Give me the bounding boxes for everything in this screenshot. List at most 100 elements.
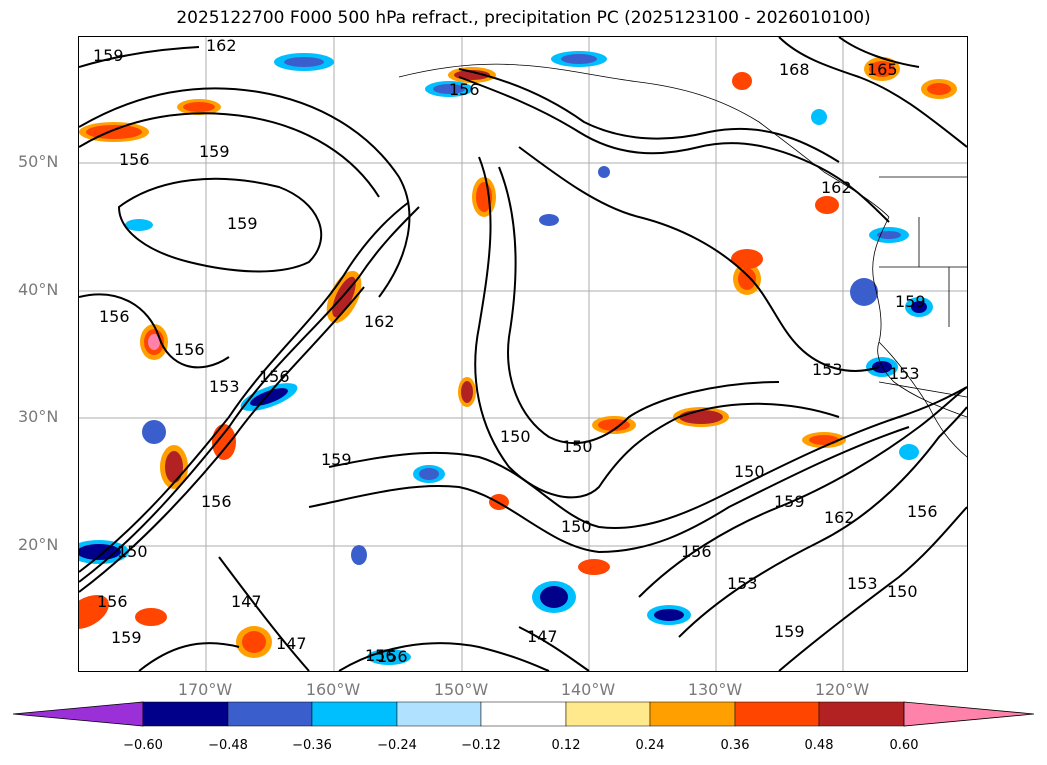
contour-label: 153 — [847, 574, 878, 593]
lat-label-40n: 40°N — [18, 280, 59, 299]
colorbar-tick-label: −0.24 — [377, 738, 417, 753]
precip-blob — [679, 410, 723, 424]
precip-blob — [242, 631, 266, 653]
contour-label: 156 — [681, 542, 712, 561]
precip-blob — [598, 166, 610, 178]
colorbar — [12, 701, 1035, 727]
coastline-alaska — [398, 63, 890, 218]
colorbar-tick-label: 0.48 — [804, 738, 834, 753]
precip-blob — [869, 61, 895, 77]
contour-line — [458, 68, 840, 163]
lon-label-140w: 140°W — [560, 680, 616, 699]
contour-label: 156 — [259, 367, 290, 386]
contour-label: 150 — [500, 427, 531, 446]
lat-label-30n: 30°N — [18, 407, 59, 426]
contour-label: 156 — [174, 340, 205, 359]
contour-label: 147 — [527, 627, 558, 646]
lon-label-120w: 120°W — [814, 680, 870, 699]
precip-blob — [731, 249, 763, 269]
colorbar-tick-label: −0.12 — [461, 738, 501, 753]
border-state — [918, 217, 950, 327]
contour-line — [458, 76, 890, 223]
contour-line — [79, 87, 411, 298]
map-plot-area[interactable]: 159 162 156 159 156 159 156 156 153 162 … — [78, 36, 968, 672]
contour-line — [138, 642, 240, 671]
precip-blob — [738, 268, 756, 290]
coastline-baja — [878, 341, 967, 458]
colorbar-tick-label: 0.36 — [720, 738, 750, 753]
precip-blob — [351, 545, 367, 565]
precip-blob — [419, 468, 439, 480]
precip-blob — [461, 381, 473, 403]
contour-label: 168 — [779, 60, 810, 79]
precip-blob — [165, 451, 183, 483]
lat-label-50n: 50°N — [18, 152, 59, 171]
contour-label: 150 — [117, 542, 148, 561]
contour-label: 159 — [321, 450, 352, 469]
precip-blob — [142, 420, 166, 444]
colorbar-segment — [227, 701, 313, 727]
contour-label: 156 — [119, 150, 150, 169]
map-canvas: 159 162 156 159 156 159 156 156 153 162 … — [79, 37, 967, 671]
contour-line — [638, 386, 967, 598]
contour-line — [474, 156, 840, 499]
precip-blob — [183, 102, 215, 112]
precip-blob — [284, 57, 324, 67]
contour-label: 162 — [824, 508, 855, 527]
contour-line — [79, 293, 230, 369]
colorbar-segment — [142, 701, 229, 727]
contour-label: 150 — [561, 517, 592, 536]
precip-blob — [125, 219, 153, 231]
contour-label: 150 — [562, 437, 593, 456]
plot-title: 2025122700 F000 500 hPa refract., precip… — [176, 8, 871, 28]
precip-blob — [540, 586, 568, 608]
precip-blob — [809, 435, 839, 445]
contour-line — [328, 386, 967, 529]
colorbar-tick-label: −0.48 — [208, 738, 248, 753]
contour-label: 156 — [99, 307, 130, 326]
colorbar-tick-label: −0.36 — [292, 738, 332, 753]
contour-line — [79, 201, 410, 573]
colorbar-segment — [396, 701, 482, 727]
contour-label: 156 — [365, 646, 396, 665]
precip-blob — [899, 444, 919, 460]
contour-label: 147 — [276, 634, 307, 653]
contour-label: 153 — [209, 377, 240, 396]
colorbar-segment — [565, 701, 651, 727]
contour-line — [518, 626, 590, 671]
precip-blob — [539, 214, 559, 226]
lon-label-150w: 150°W — [433, 680, 489, 699]
contour-label: 156 — [907, 502, 938, 521]
precip-blob — [654, 609, 684, 621]
contour-label: 150 — [734, 462, 765, 481]
contour-line — [308, 426, 910, 554]
contour-label: 150 — [887, 582, 918, 601]
contour-line — [778, 506, 967, 671]
contour-labels: 159 162 156 159 156 159 156 156 153 162 … — [93, 37, 938, 666]
contour-line — [498, 166, 780, 445]
contour-label: 153 — [727, 574, 758, 593]
contour-label: 153 — [812, 360, 843, 379]
lon-label-160w: 160°W — [305, 680, 361, 699]
precip-blob — [135, 608, 167, 626]
contour-label: 159 — [774, 492, 805, 511]
contour-label: 159 — [774, 622, 805, 641]
contour-line — [79, 112, 380, 198]
contour-line — [79, 286, 365, 593]
contour-label: 159 — [111, 628, 142, 647]
precip-blob — [578, 559, 610, 575]
graticule — [79, 37, 967, 671]
contour-line — [117, 177, 323, 273]
precip-blob — [850, 278, 878, 306]
precip-blob — [815, 196, 839, 214]
colorbar-segment — [734, 701, 820, 727]
precip-blob — [732, 72, 752, 90]
colorbar-tick-label: 0.12 — [551, 738, 581, 753]
contour-line — [678, 406, 967, 638]
precip-blob — [86, 125, 142, 139]
precip-blob — [212, 424, 236, 460]
colorbar-extend-high — [903, 701, 1035, 727]
contour-line — [79, 206, 420, 583]
coastlines — [398, 63, 967, 458]
precip-blob — [598, 419, 630, 431]
